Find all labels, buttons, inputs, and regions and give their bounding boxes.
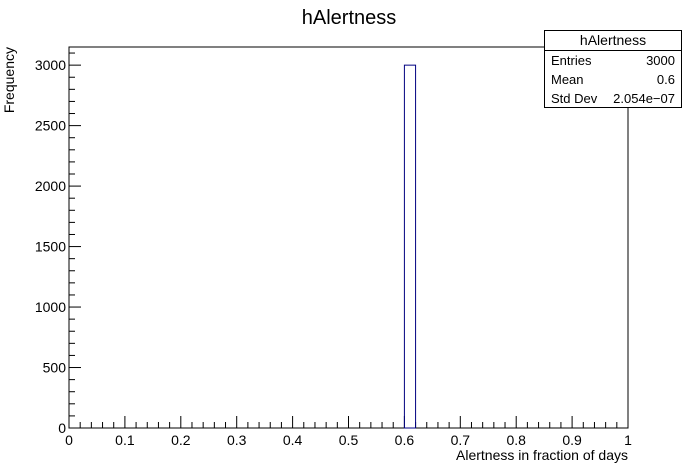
x-tick-label: 0.3 [227, 432, 247, 448]
y-tick-label: 500 [43, 360, 67, 376]
y-tick-label: 1500 [35, 239, 66, 255]
ticks: 0 0.1 0.2 0.3 0.4 0.5 0.6 0.7 0.8 0.9 1 0 500 1000 150… [35, 52, 632, 448]
x-tick-label: 0.9 [562, 432, 582, 448]
histogram-bins [403, 64, 417, 429]
y-tick-label: 3000 [35, 57, 66, 73]
stats-stddev-value: 2.054e−07 [613, 91, 675, 106]
x-tick-label: 0.6 [395, 432, 415, 448]
y-axis-title: Frequency [1, 47, 17, 113]
x-tick-label: 0.5 [339, 432, 359, 448]
stats-title: hAlertness [545, 31, 681, 51]
x-tick-label: 0.7 [451, 432, 471, 448]
stats-row-stddev: Std Dev 2.054e−07 [545, 89, 681, 108]
stats-stddev-label: Std Dev [551, 91, 598, 106]
histogram-bin [403, 64, 417, 429]
y-tick-label: 0 [58, 420, 66, 436]
stats-row-entries: Entries 3000 [545, 51, 681, 70]
x-tick-label: 0 [65, 432, 73, 448]
chart-title: hAlertness [302, 7, 397, 29]
x-axis-title: Alertness in fraction of days [456, 447, 628, 463]
stats-box: hAlertness Entries 3000 Mean 0.6 Std Dev… [544, 30, 682, 108]
x-tick-label: 0.2 [171, 432, 191, 448]
x-tick-label: 0.1 [115, 432, 135, 448]
stats-mean-value: 0.6 [656, 72, 675, 87]
y-tick-label: 2000 [35, 178, 66, 194]
x-tick-label: 0.4 [283, 432, 303, 448]
y-tick-label: 1000 [35, 299, 66, 315]
stats-mean-label: Mean [551, 72, 584, 87]
y-tick-label: 2500 [35, 118, 66, 134]
stats-entries-value: 3000 [646, 53, 675, 68]
x-tick-label: 0.8 [506, 432, 526, 448]
x-tick-label: 1 [624, 432, 632, 448]
stats-row-mean: Mean 0.6 [545, 70, 681, 89]
stats-entries-label: Entries [551, 53, 592, 68]
